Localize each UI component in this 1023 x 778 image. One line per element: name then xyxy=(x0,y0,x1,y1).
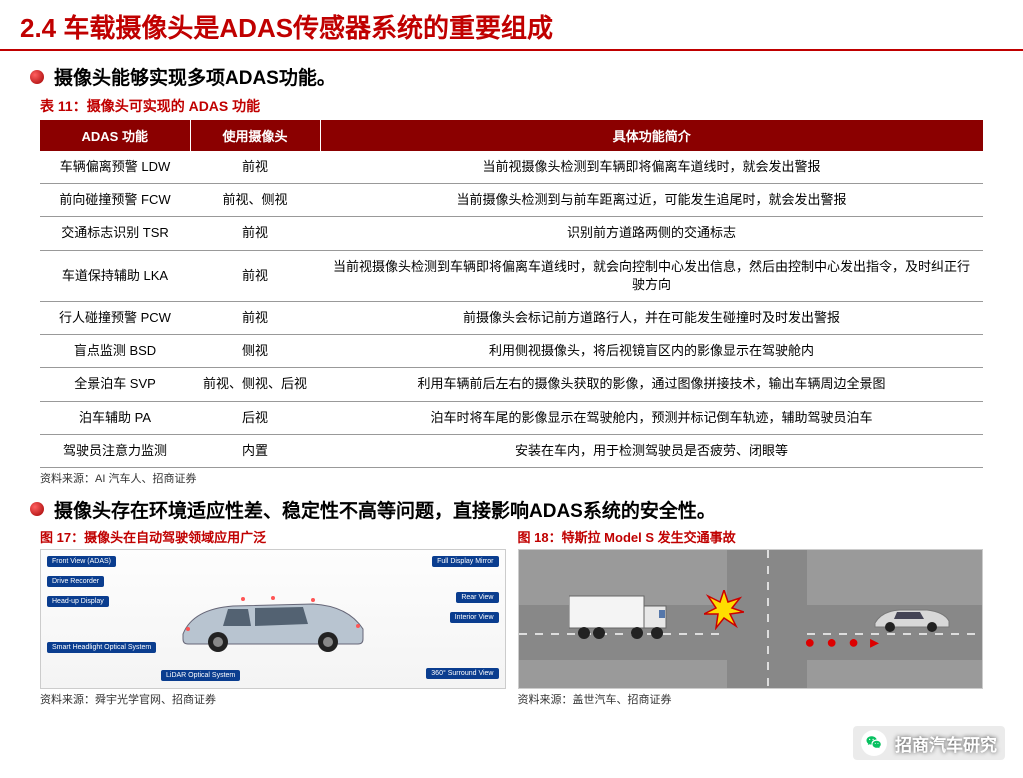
watermark: 招商汽车研究 xyxy=(853,726,1005,760)
table-row: 泊车辅助 PA后视泊车时将车尾的影像显示在驾驶舱内，预测并标记倒车轨迹，辅助驾驶… xyxy=(40,401,983,434)
cell-description: 当前视摄像头检测到车辆即将偏离车道线时，就会发出警报 xyxy=(320,151,983,184)
cell-camera: 前视 xyxy=(190,250,320,301)
cell-camera: 前视、侧视、后视 xyxy=(190,368,320,401)
table-body: 车辆偏离预警 LDW前视当前视摄像头检测到车辆即将偏离车道线时，就会发出警报前向… xyxy=(40,151,983,467)
table-row: 盲点监测 BSD侧视利用侧视摄像头，将后视镜盲区内的影像显示在驾驶舱内 xyxy=(40,335,983,368)
figure-18-box: ● ● ● ▸ xyxy=(518,549,984,689)
bullet-icon xyxy=(30,70,44,84)
cam-label-lidar: LiDAR Optical System xyxy=(161,670,240,681)
crash-icon xyxy=(704,590,744,630)
cell-function: 盲点监测 BSD xyxy=(40,335,190,368)
cam-label-front-view: Front View (ADAS) xyxy=(47,556,116,567)
figure-18-source: 资料来源：盖世汽车、招商证券 xyxy=(518,689,984,713)
cell-camera: 侧视 xyxy=(190,335,320,368)
bullet-icon xyxy=(30,502,44,516)
cell-function: 交通标志识别 TSR xyxy=(40,217,190,250)
section-title-text: 车载摄像头是ADAS传感器系统的重要组成 xyxy=(63,13,553,43)
table-row: 交通标志识别 TSR前视识别前方道路两侧的交通标志 xyxy=(40,217,983,250)
cell-camera: 后视 xyxy=(190,401,320,434)
figure-18: 图 18：特斯拉 Model S 发生交通事故 xyxy=(518,527,984,713)
cam-label-surround: 360° Surround View xyxy=(426,668,498,679)
cell-camera: 前视 xyxy=(190,301,320,334)
watermark-text: 招商汽车研究 xyxy=(895,731,997,756)
car-illustration xyxy=(173,584,373,654)
cell-description: 识别前方道路两侧的交通标志 xyxy=(320,217,983,250)
bullet-1-text: 摄像头能够实现多项ADAS功能。 xyxy=(54,63,336,90)
trajectory-dots: ● ● ● ▸ xyxy=(804,632,882,653)
cell-camera: 内置 xyxy=(190,434,320,467)
cell-description: 前摄像头会标记前方道路行人，并在可能发生碰撞时及时发出警报 xyxy=(320,301,983,334)
table-row: 全景泊车 SVP前视、侧视、后视利用车辆前后左右的摄像头获取的影像，通过图像拼接… xyxy=(40,368,983,401)
cell-camera: 前视 xyxy=(190,217,320,250)
cam-label-interior: Interior View xyxy=(450,612,499,623)
table-row: 车辆偏离预警 LDW前视当前视摄像头检测到车辆即将偏离车道线时，就会发出警报 xyxy=(40,151,983,184)
cell-function: 车道保持辅助 LKA xyxy=(40,250,190,301)
table-11-caption: 表 11：摄像头可实现的 ADAS 功能 xyxy=(0,94,1023,120)
bullet-2-text: 摄像头存在环境适应性差、稳定性不高等问题，直接影响ADAS系统的安全性。 xyxy=(54,496,716,523)
figure-17-box: Front View (ADAS) Drive Recorder Head-up… xyxy=(40,549,506,689)
figure-18-caption: 图 18：特斯拉 Model S 发生交通事故 xyxy=(518,527,984,549)
cell-function: 泊车辅助 PA xyxy=(40,401,190,434)
cell-function: 行人碰撞预警 PCW xyxy=(40,301,190,334)
cell-description: 泊车时将车尾的影像显示在驾驶舱内，预测并标记倒车轨迹，辅助驾驶员泊车 xyxy=(320,401,983,434)
col-camera: 使用摄像头 xyxy=(190,120,320,151)
adas-table: ADAS 功能 使用摄像头 具体功能简介 车辆偏离预警 LDW前视当前视摄像头检… xyxy=(40,120,983,468)
cell-description: 当前摄像头检测到与前车距离过近，可能发生追尾时，就会发出警报 xyxy=(320,184,983,217)
table-11-source: 资料来源：AI 汽车人、招商证券 xyxy=(0,468,1023,492)
table-row: 驾驶员注意力监测内置安装在车内，用于检测驾驶员是否疲劳、闭眼等 xyxy=(40,434,983,467)
section-title: 2.4 车载摄像头是ADAS传感器系统的重要组成 xyxy=(0,0,1023,51)
cam-label-mirror: Full Display Mirror xyxy=(432,556,498,567)
cell-camera: 前视、侧视 xyxy=(190,184,320,217)
cell-description: 利用侧视摄像头，将后视镜盲区内的影像显示在驾驶舱内 xyxy=(320,335,983,368)
table-row: 行人碰撞预警 PCW前视前摄像头会标记前方道路行人，并在可能发生碰撞时及时发出警… xyxy=(40,301,983,334)
table-row: 车道保持辅助 LKA前视当前视摄像头检测到车辆即将偏离车道线时，就会向控制中心发… xyxy=(40,250,983,301)
figure-17-source: 资料来源：舜宇光学官网、招商证券 xyxy=(40,689,506,713)
col-description: 具体功能简介 xyxy=(320,120,983,151)
cell-description: 利用车辆前后左右的摄像头获取的影像，通过图像拼接技术，输出车辆周边全景图 xyxy=(320,368,983,401)
col-function: ADAS 功能 xyxy=(40,120,190,151)
section-number: 2.4 xyxy=(20,13,56,43)
bullet-1: 摄像头能够实现多项ADAS功能。 xyxy=(0,59,1023,94)
sedan-illustration xyxy=(872,605,952,633)
cam-label-headlight: Smart Headlight Optical System xyxy=(47,642,156,653)
figure-17-caption: 图 17：摄像头在自动驾驶领域应用广泛 xyxy=(40,527,506,549)
cell-function: 驾驶员注意力监测 xyxy=(40,434,190,467)
cam-label-rear: Rear View xyxy=(456,592,498,603)
table-header-row: ADAS 功能 使用摄像头 具体功能简介 xyxy=(40,120,983,151)
wechat-icon xyxy=(861,730,887,756)
cell-description: 安装在车内，用于检测驾驶员是否疲劳、闭眼等 xyxy=(320,434,983,467)
figure-17: 图 17：摄像头在自动驾驶领域应用广泛 Front View (ADAS) Dr… xyxy=(40,527,506,713)
cell-camera: 前视 xyxy=(190,151,320,184)
cell-function: 前向碰撞预警 FCW xyxy=(40,184,190,217)
bullet-2: 摄像头存在环境适应性差、稳定性不高等问题，直接影响ADAS系统的安全性。 xyxy=(0,492,1023,527)
cam-label-hud: Head-up Display xyxy=(47,596,109,607)
cell-function: 车辆偏离预警 LDW xyxy=(40,151,190,184)
cell-function: 全景泊车 SVP xyxy=(40,368,190,401)
truck-illustration xyxy=(569,588,679,643)
cell-description: 当前视摄像头检测到车辆即将偏离车道线时，就会向控制中心发出信息，然后由控制中心发… xyxy=(320,250,983,301)
cam-label-recorder: Drive Recorder xyxy=(47,576,104,587)
figures-row: 图 17：摄像头在自动驾驶领域应用广泛 Front View (ADAS) Dr… xyxy=(0,527,1023,713)
table-row: 前向碰撞预警 FCW前视、侧视当前摄像头检测到与前车距离过近，可能发生追尾时，就… xyxy=(40,184,983,217)
